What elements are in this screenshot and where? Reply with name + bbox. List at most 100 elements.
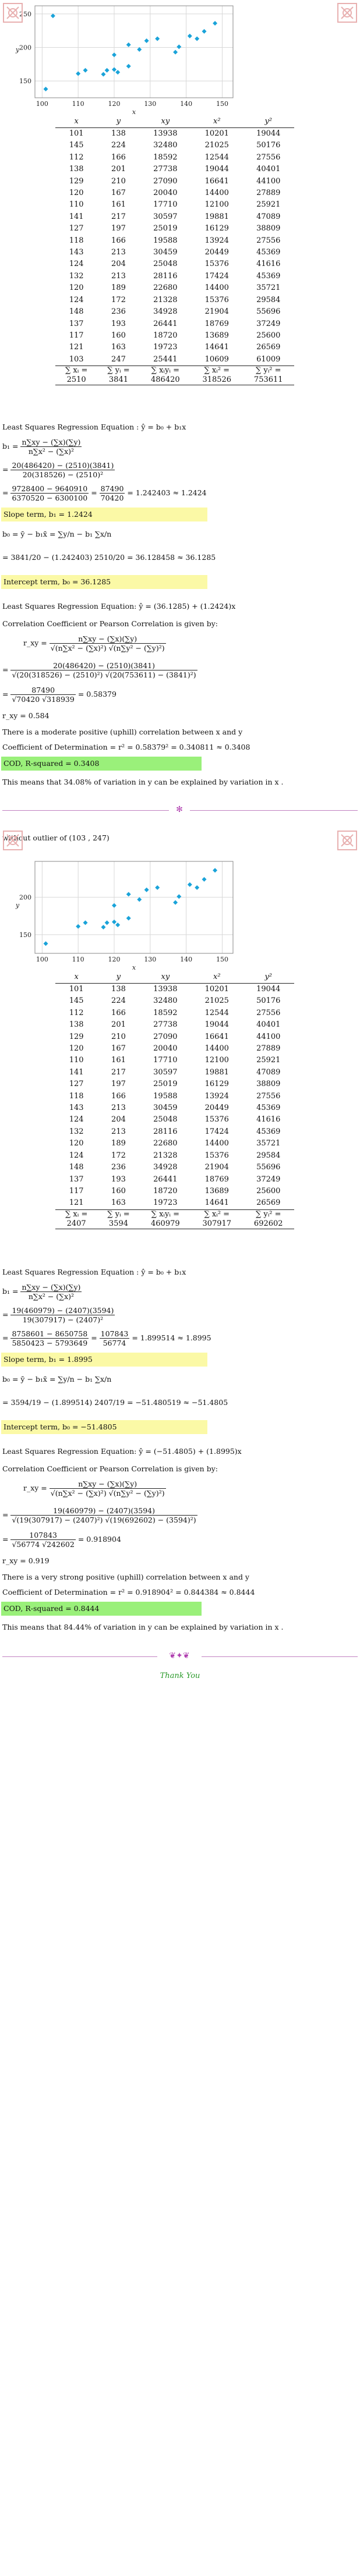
table-cell: 17424 [204, 1127, 229, 1136]
x-axis-label: x [132, 108, 136, 116]
table-cell: 30459 [153, 248, 178, 257]
table-cell: 143 [69, 248, 84, 257]
table-cell: 19588 [153, 236, 178, 245]
data-point [126, 916, 131, 921]
table-cell: 121 [69, 1198, 84, 1208]
outlier-note: without outlier of (103 , 247) [2, 833, 110, 842]
table-cell: 118 [69, 236, 84, 245]
total-label: ∑ yᵢ = [107, 366, 130, 375]
lsre-result: Least Squares Regression Equation: ŷ = (… [2, 1447, 242, 1456]
b1-ratio-numerator: 107843 [99, 1329, 130, 1339]
data-point [126, 42, 131, 47]
table-cell: 55696 [256, 307, 281, 317]
r-result: = 0.918904 [77, 1535, 121, 1544]
table-cell: 213 [111, 271, 126, 281]
b0-formula: b₀ = ȳ − b₁x̄ = ∑y/n − b₁ ∑x/n [2, 530, 112, 538]
total-value: 2510 [66, 375, 86, 385]
interpretation: There is a very strong positive (uphill)… [2, 1573, 249, 1581]
table-cell: 34928 [153, 1163, 178, 1172]
table-cell: 193 [111, 319, 126, 328]
table-cell: 120 [69, 283, 84, 293]
table-row: 101 138 13938 10201 19044 [55, 128, 294, 140]
lsre-general: Least Squares Regression Equation : ŷ = … [2, 423, 186, 431]
data-point [177, 44, 182, 49]
total-value: 753611 [253, 375, 283, 385]
r-label: r_xy = [23, 638, 47, 647]
table-cell: 117 [69, 1186, 84, 1195]
table-cell: 141 [69, 1067, 84, 1077]
table-cell: 18769 [204, 319, 229, 328]
intercept-highlight: Intercept term, b₀ = −51.4805 [1, 1420, 207, 1434]
r-formula: r_xy = n∑xy − (∑x)(∑y) √(n∑x² − (∑x)²) √(… [23, 634, 166, 652]
data-point [115, 922, 121, 928]
table-row: 132 213 28116 17424 45369 [55, 271, 294, 282]
slope-highlight: Slope term, b₁ = 1.2424 [1, 508, 207, 521]
table-cell: 247 [111, 354, 126, 364]
plot-frame [34, 5, 234, 98]
data-point [202, 29, 207, 34]
b1-formula-denominator: n∑x² − (∑x)² [28, 1292, 75, 1301]
data-point [195, 885, 200, 890]
table-row: 117 160 18720 13689 25600 [55, 330, 294, 342]
table-cell: 21025 [204, 996, 229, 1006]
table-cell: 25600 [256, 1186, 281, 1195]
table-cell: 138 [69, 1020, 84, 1030]
y-axis-label: y [15, 902, 20, 909]
r-ratio-denominator: √56774 √242602 [12, 1540, 75, 1549]
table-cell: 27556 [256, 1091, 281, 1101]
table-row: 138 201 27738 19044 40401 [55, 164, 294, 175]
table-row: 121 163 19723 14641 26569 [55, 342, 294, 353]
table-cell: 137 [69, 1175, 84, 1184]
table-cell: 40401 [256, 165, 281, 174]
data-point [43, 941, 48, 946]
total-label: ∑ xᵢ = [65, 1209, 88, 1219]
total-label: ∑ xᵢyᵢ = [151, 366, 180, 375]
table-cell: 148 [69, 307, 84, 317]
table-cell: 44100 [256, 176, 281, 186]
data-point [83, 920, 88, 925]
table-row: 143 213 30459 20449 45369 [55, 1102, 294, 1114]
table-cell: 14400 [204, 189, 229, 198]
b1-sub-denominator: 20(318526) − (2510)² [22, 470, 104, 479]
r-formula: r_xy = n∑xy − (∑x)(∑y) √(n∑x² − (∑x)²) √(… [23, 1479, 166, 1498]
table-cell: 21904 [204, 1163, 229, 1172]
totals-row: ∑ xᵢ = 2510 ∑ yᵢ = 3841 ∑ xᵢyᵢ = 486420 ∑ xᵢ² … [55, 366, 294, 386]
table-cell: 161 [111, 200, 126, 210]
table-cell: 18592 [153, 152, 178, 162]
table-cell: 224 [111, 996, 126, 1006]
b1-eval-denominator: 5850423 − 5793649 [12, 1339, 88, 1347]
data-point [76, 924, 81, 929]
table-row: 112 166 18592 12544 27556 [55, 1007, 294, 1019]
data-point [50, 13, 55, 19]
table-cell: 27556 [256, 236, 281, 245]
totals-row: ∑ xᵢ = 2407 ∑ yᵢ = 3594 ∑ xᵢyᵢ = 460979 ∑ xᵢ² … [55, 1209, 294, 1229]
table-cell: 132 [69, 271, 84, 281]
table-row: 124 172 21328 15376 29584 [55, 294, 294, 306]
table-cell: 19881 [204, 1067, 229, 1077]
table-row: 118 166 19588 13924 27556 [55, 1091, 294, 1102]
r-ratio: = 107843 √56774 √242602 = 0.918904 [2, 1531, 121, 1549]
table-cell: 141 [69, 212, 84, 221]
b1-evaluation: = 8758601 − 8650758 5850423 − 5793649 = 1… [2, 1329, 211, 1347]
table-cell: 14400 [204, 1044, 229, 1053]
table-cell: 112 [69, 152, 84, 162]
table-cell: 101 [69, 129, 84, 138]
table-row: 148 236 34928 21904 55696 [55, 306, 294, 318]
slope-highlight: Slope term, b₁ = 1.8995 [1, 1353, 207, 1367]
total-label: ∑ xᵢ = [65, 366, 88, 375]
data-table-1: x y xy x² y² 101 138 13938 10201 19044 145 224 3248… [55, 115, 294, 386]
table-cell: 13924 [204, 1091, 229, 1101]
data-point [213, 20, 218, 26]
table-cell: 201 [111, 165, 126, 174]
b1-substitution: = 20(486420) − (2510)(3841) 20(318526) − … [2, 461, 115, 479]
table-cell: 163 [111, 343, 126, 352]
data-point [112, 920, 117, 925]
y-axis-label: y [15, 46, 20, 54]
correlation-title: Correlation Coefficient or Pearson Corre… [2, 1464, 218, 1473]
table-row: 127 197 25019 16129 38809 [55, 223, 294, 235]
b1-evaluation: = 9728400 − 9640910 6370520 − 6300100 = 8… [2, 484, 207, 502]
table-row: 129 210 27090 16641 44100 [55, 1031, 294, 1043]
table-cell: 50176 [256, 141, 281, 150]
b1-formula: b₁ = n∑xy − (∑x)(∑y) n∑x² − (∑x)² [2, 438, 82, 456]
y-tick-label: 150 [19, 931, 31, 939]
